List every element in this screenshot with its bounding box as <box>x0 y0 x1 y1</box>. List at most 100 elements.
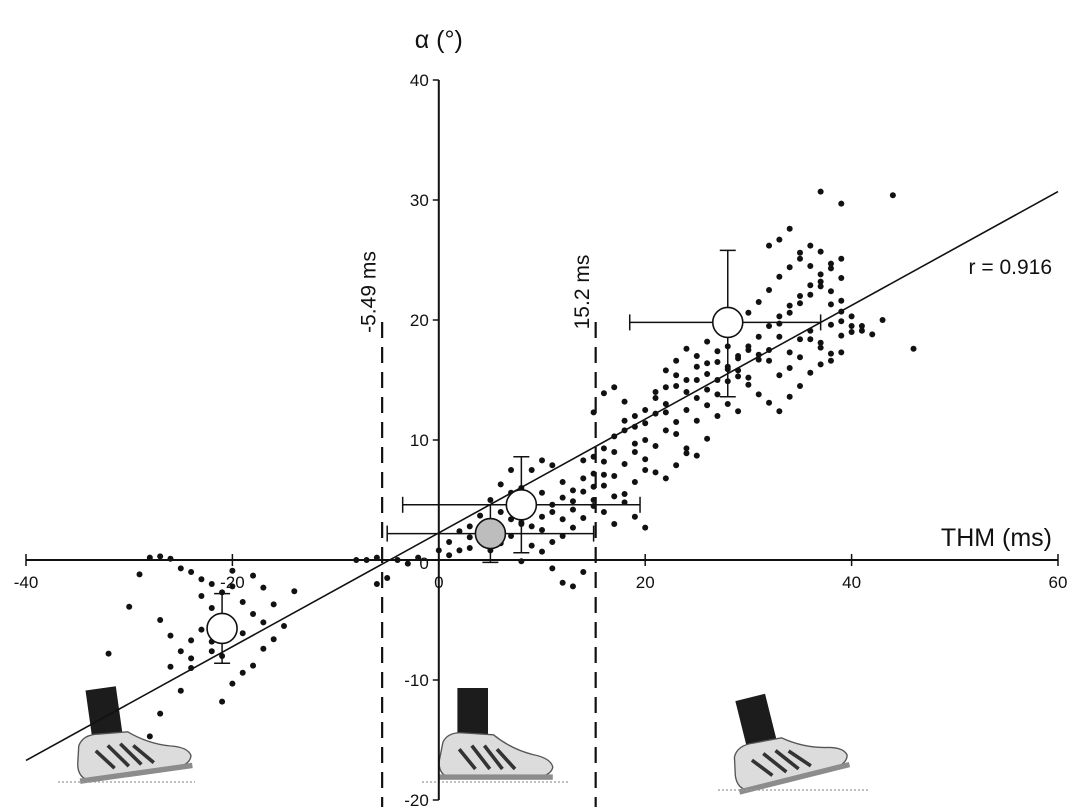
data-point <box>549 565 556 572</box>
data-point <box>198 626 205 633</box>
data-point <box>631 413 638 419</box>
data-point <box>198 593 205 599</box>
data-point <box>838 200 845 207</box>
data-point <box>848 313 855 320</box>
y-tick-label: 30 <box>410 191 429 210</box>
data-point <box>693 417 700 424</box>
data-point <box>724 401 731 407</box>
data-point <box>683 407 690 413</box>
data-point <box>827 301 834 308</box>
data-point <box>858 323 865 329</box>
data-point <box>766 242 773 249</box>
mean-marker <box>474 517 507 550</box>
data-point <box>714 377 721 383</box>
data-point <box>817 248 824 255</box>
data-point <box>539 489 545 496</box>
data-point <box>208 648 215 655</box>
data-point <box>611 473 618 479</box>
data-point <box>735 373 742 380</box>
data-point <box>766 287 773 293</box>
data-point <box>466 545 473 551</box>
data-point <box>755 351 762 358</box>
data-point <box>735 355 742 362</box>
data-point <box>559 579 566 586</box>
data-point <box>559 494 566 501</box>
data-point <box>817 344 824 351</box>
data-point <box>652 389 659 395</box>
data-point <box>250 611 257 617</box>
data-point <box>797 383 803 389</box>
threshold-lines <box>381 322 597 807</box>
data-point <box>188 637 195 644</box>
data-point <box>621 499 628 506</box>
data-point <box>683 450 690 457</box>
data-point <box>673 383 680 389</box>
data-points <box>105 188 917 740</box>
data-point <box>662 427 669 434</box>
group-means <box>206 249 822 664</box>
data-point <box>270 636 277 643</box>
data-point <box>745 374 752 381</box>
data-point <box>704 435 711 442</box>
data-point <box>776 236 783 243</box>
mean-marker <box>206 612 238 645</box>
data-point <box>497 509 504 515</box>
data-point <box>786 365 793 371</box>
data-point <box>539 548 545 555</box>
data-point <box>621 427 628 434</box>
regression-line <box>25 190 1059 762</box>
data-point <box>673 431 680 437</box>
data-point <box>487 497 494 503</box>
data-point <box>662 384 669 391</box>
data-point <box>600 390 607 397</box>
data-point <box>704 402 711 409</box>
data-point <box>590 470 597 477</box>
data-point <box>198 576 205 583</box>
y-tick-label: 0 <box>419 554 428 573</box>
data-point <box>384 575 391 581</box>
data-point <box>456 547 463 554</box>
data-point <box>157 617 164 623</box>
group-mean <box>206 592 238 664</box>
data-point <box>786 225 793 232</box>
data-point <box>621 461 628 467</box>
data-point <box>693 363 700 370</box>
data-point <box>611 433 618 440</box>
data-point <box>446 539 453 545</box>
data-point <box>569 583 576 590</box>
data-point <box>652 469 659 476</box>
data-point <box>569 487 576 494</box>
group-mean <box>628 249 822 398</box>
data-point <box>797 354 803 361</box>
data-point <box>590 483 597 490</box>
data-point <box>662 367 669 374</box>
data-point <box>683 345 690 352</box>
data-point <box>518 558 525 565</box>
data-point <box>631 440 638 447</box>
data-point <box>755 299 762 305</box>
data-point <box>755 333 762 340</box>
data-point <box>477 512 484 519</box>
data-point <box>631 449 638 455</box>
data-point <box>559 533 566 539</box>
data-point <box>600 458 607 465</box>
data-point <box>260 619 267 626</box>
shoe-shape <box>438 732 554 779</box>
sock-shape <box>457 688 488 739</box>
data-point <box>827 265 834 272</box>
data-point <box>704 360 711 367</box>
data-point <box>353 557 360 563</box>
data-point <box>766 399 773 406</box>
y-tick-label: 40 <box>410 71 429 90</box>
data-point <box>776 408 783 415</box>
data-point <box>600 445 607 452</box>
data-point <box>497 481 504 488</box>
data-point <box>229 583 236 590</box>
data-point <box>539 457 545 464</box>
data-point <box>167 555 174 562</box>
data-point <box>838 332 845 339</box>
data-point <box>188 569 195 575</box>
data-point <box>755 391 762 398</box>
data-point <box>776 320 783 327</box>
data-point <box>208 605 215 611</box>
